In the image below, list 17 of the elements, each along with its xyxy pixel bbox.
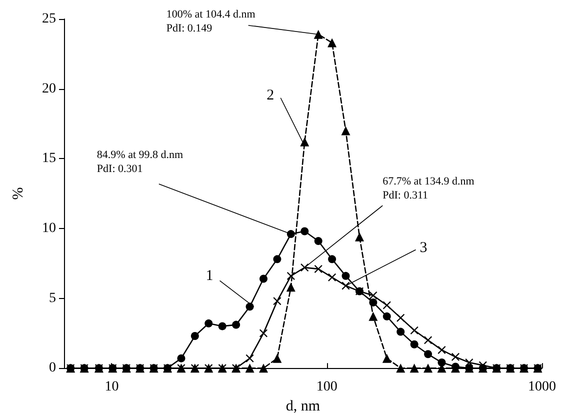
y-tick-label: 0 [49,360,56,376]
text: 3 [420,240,428,256]
text: 2 [266,87,274,104]
y-tick-label: 10 [42,220,56,236]
annotation: 67.7% at 134.9 d.nm PdI: 0.311 [382,176,475,202]
y-axis-title: % [10,187,26,200]
x-tick-label: 10 [104,380,119,395]
text: 1 [206,268,214,284]
y-tick-label: 5 [49,290,56,306]
annotation: 100% at 104.4 d.nm PdI: 0.149 [166,8,256,34]
x-tick-label: 1000 [528,380,556,395]
y-tick-label: 20 [42,81,56,96]
y-tick-label: 25 [42,12,56,26]
x-tick-label: 100 [316,380,338,395]
annotation: 84.9% at 99.8 d.nm PdI: 0.301 [96,149,184,176]
y-tick-label: 15 [42,151,56,166]
x-axis-title: d, nm [286,398,320,414]
